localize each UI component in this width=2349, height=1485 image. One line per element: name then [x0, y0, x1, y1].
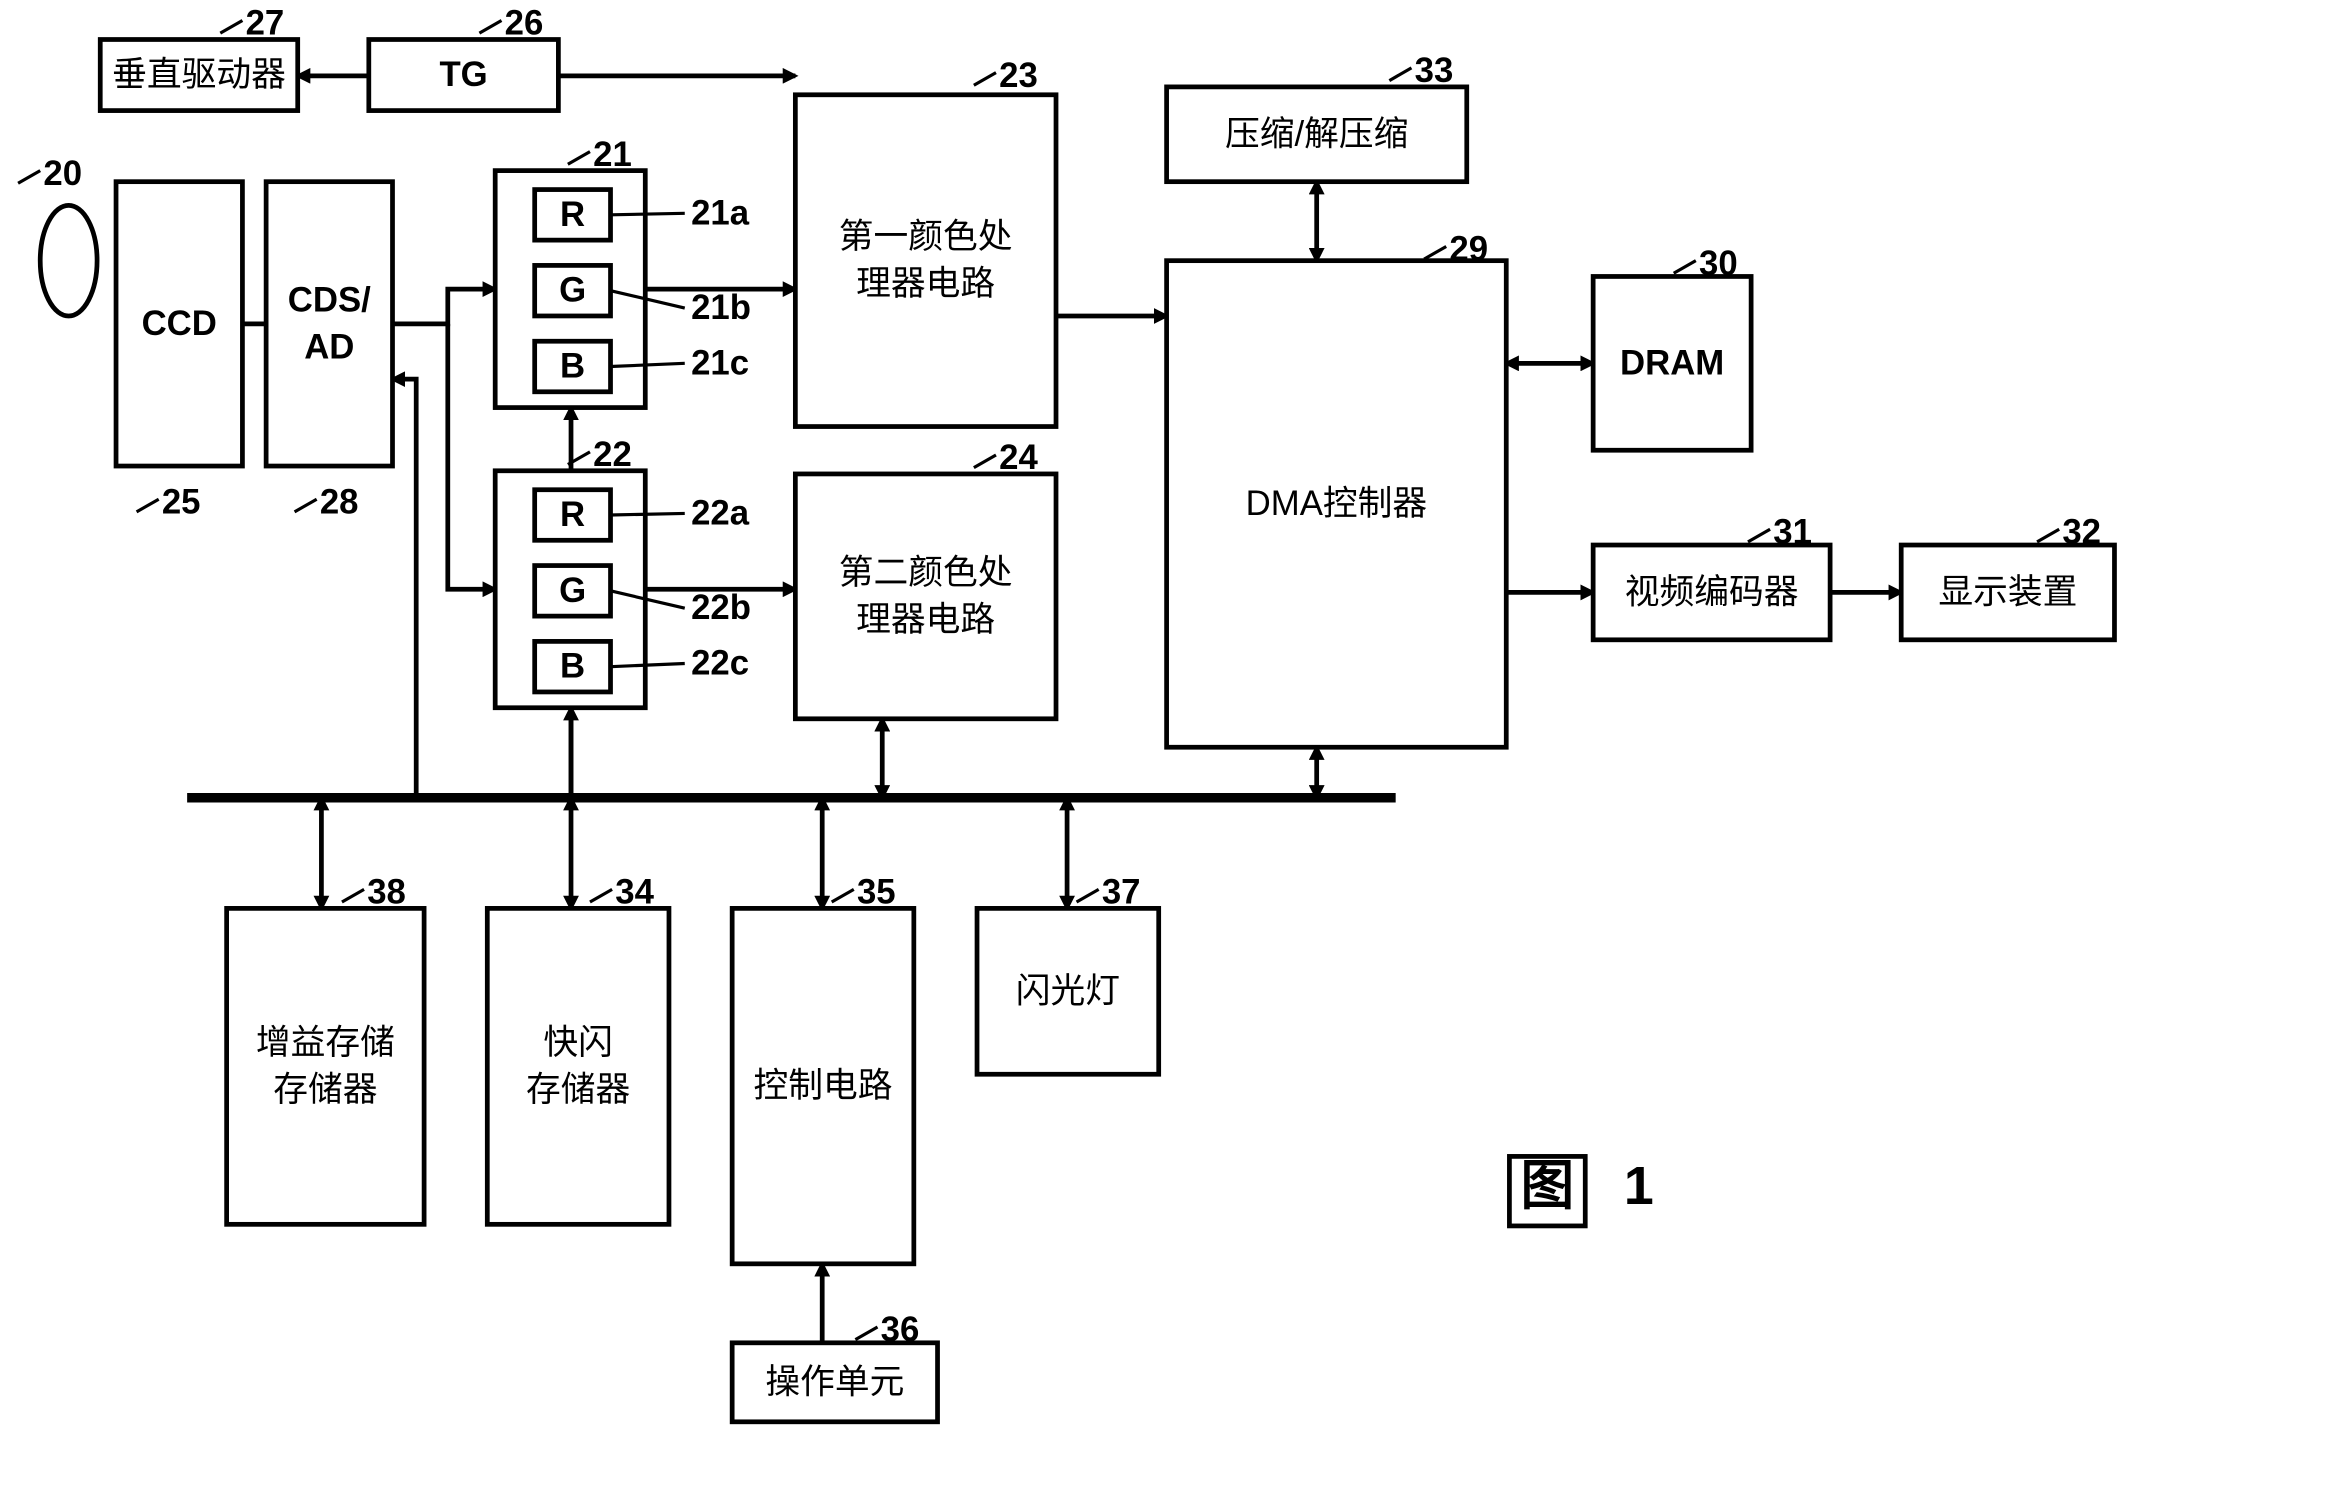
svg-text:R: R	[560, 196, 585, 234]
ref-ctrl: 35	[857, 874, 896, 912]
svg-text:理器电路: 理器电路	[856, 264, 995, 303]
ref-amp1b: 21c	[691, 344, 749, 382]
ref-tg: 26	[505, 5, 544, 43]
ref-color1: 23	[999, 57, 1038, 95]
svg-text:B: B	[560, 348, 585, 386]
ref-gainmem: 38	[367, 874, 406, 912]
ref-cdsad: 28	[320, 483, 359, 521]
ref-dmac: 29	[1449, 231, 1488, 269]
node-ccd: 25	[116, 182, 242, 522]
svg-text:第二颜色处: 第二颜色处	[839, 553, 1013, 592]
svg-text:压缩/解压缩: 压缩/解压缩	[1225, 114, 1408, 153]
svg-text:DMA控制器: DMA控制器	[1246, 484, 1427, 523]
svg-text:AD: AD	[304, 328, 354, 366]
svg-text:B: B	[560, 648, 585, 686]
ref-ccd: 25	[162, 483, 201, 521]
ref-amp1g: 21b	[691, 289, 751, 327]
svg-text:增益存储: 增益存储	[256, 1023, 395, 1062]
node-amp1: R 21a G 21b B 21c 21	[495, 136, 751, 408]
svg-text:CCD: CCD	[142, 305, 217, 343]
ref-amp2b: 22c	[691, 645, 749, 683]
svg-text:存储器: 存储器	[273, 1070, 377, 1109]
ref-amp1: 21	[593, 136, 632, 174]
diagram-root: 20 27 垂直驱动器 26 TG 25 CCD 28 CDS/AD R 21a G 21b B 21c 21…	[0, 0, 2349, 1485]
node-lens: 20	[18, 155, 97, 316]
svg-text:控制电路: 控制电路	[753, 1066, 892, 1105]
ref-color2: 24	[999, 439, 1038, 477]
svg-text:理器电路: 理器电路	[856, 600, 995, 639]
svg-text:DRAM: DRAM	[1620, 344, 1724, 382]
node-amp2: R 22a G 22b B 22c 22	[495, 436, 751, 708]
svg-text:垂直驱动器: 垂直驱动器	[112, 55, 286, 94]
svg-text:TG: TG	[439, 56, 487, 94]
ref-comp: 33	[1415, 52, 1454, 90]
svg-text:操作单元: 操作单元	[765, 1362, 904, 1401]
ref-dram: 30	[1699, 245, 1738, 283]
ref-opunit: 36	[881, 1311, 920, 1349]
ref-vdrv: 27	[246, 5, 285, 43]
ref-amp1r: 21a	[691, 194, 750, 232]
ref-strobe: 37	[1102, 874, 1141, 912]
svg-text:G: G	[559, 272, 586, 310]
svg-text:闪光灯: 闪光灯	[1016, 971, 1120, 1010]
svg-text:存储器: 存储器	[526, 1070, 630, 1109]
svg-text:第一颜色处: 第一颜色处	[839, 217, 1013, 256]
svg-text:CDS/: CDS/	[288, 281, 371, 319]
edge-bus-cdsad	[393, 379, 417, 798]
ref-amp2: 22	[593, 436, 632, 474]
ref-flash: 34	[615, 874, 654, 912]
ref-disp: 32	[2062, 513, 2101, 551]
svg-text:R: R	[560, 496, 585, 534]
edge-cdsad-amp2	[448, 324, 495, 589]
svg-text:显示装置: 显示装置	[1938, 572, 2077, 611]
svg-text:G: G	[559, 572, 586, 610]
edge-cdsad-amp1	[393, 289, 496, 324]
ref-amp2r: 22a	[691, 494, 750, 532]
svg-text:快闪: 快闪	[543, 1023, 613, 1062]
svg-text:视频编码器: 视频编码器	[1625, 572, 1799, 611]
ref-lens: 20	[43, 155, 82, 193]
ref-venc: 31	[1773, 513, 1812, 551]
ref-amp2g: 22b	[691, 589, 751, 627]
